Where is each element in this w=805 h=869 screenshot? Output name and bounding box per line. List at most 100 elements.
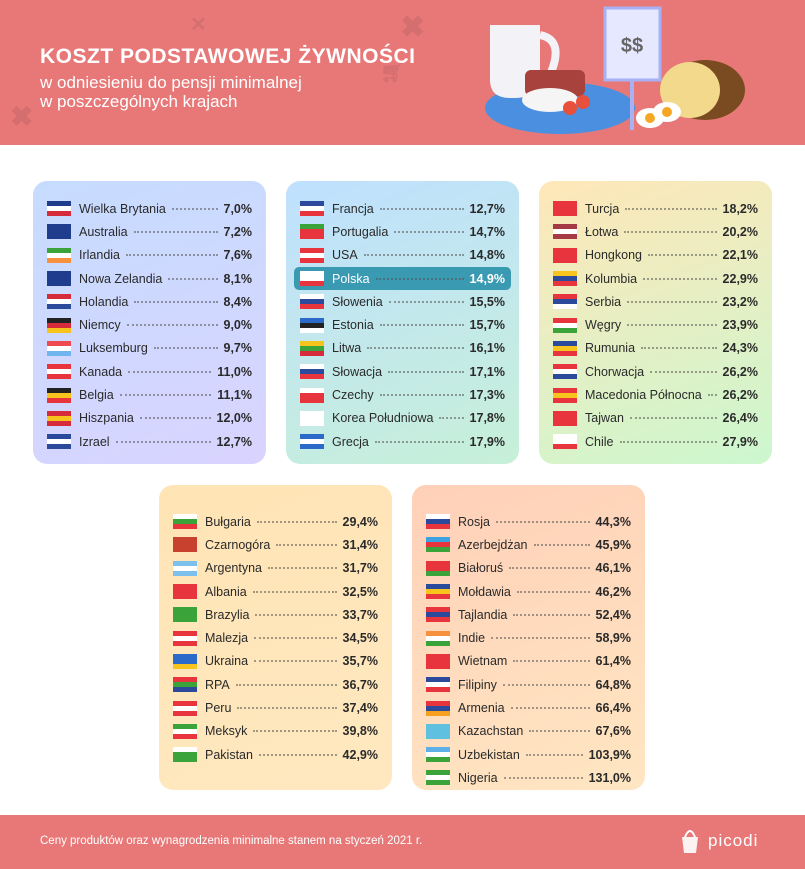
country-row: Korea Południowa 17,8%: [286, 407, 519, 430]
country-name: RPA: [205, 677, 230, 692]
country-flag-icon: [426, 607, 450, 623]
cost-percentage: 14,8%: [469, 248, 505, 263]
country-flag-icon: [553, 317, 577, 333]
country-row: Chile 27,9%: [539, 430, 772, 453]
dotted-leader: [115, 440, 211, 443]
cost-percentage: 103,9%: [588, 747, 631, 762]
svg-text:$$: $$: [621, 35, 643, 57]
dotted-leader: [235, 683, 337, 686]
cost-percentage: 66,4%: [595, 701, 631, 716]
country-row: Nigeria 131,0%: [412, 766, 645, 789]
dotted-leader: [171, 207, 218, 210]
dotted-leader: [139, 417, 211, 420]
dotted-leader: [126, 254, 218, 257]
country-name: Luksemburg: [79, 341, 148, 356]
country-group-card-3: Turcja 18,2% Łotwa 20,2% Hongkong 22,1% Kolumb…: [539, 181, 772, 464]
cost-percentage: 39,8%: [342, 724, 378, 739]
country-name: Pakistan: [205, 747, 253, 762]
country-flag-icon: [173, 723, 197, 739]
shopping-bag-icon: [682, 830, 698, 853]
country-row: Węgry 23,9%: [539, 313, 772, 336]
cost-percentage: 46,1%: [595, 561, 631, 576]
dotted-leader: [619, 440, 717, 443]
cost-percentage: 31,7%: [342, 561, 378, 576]
country-name: Armenia: [458, 701, 505, 716]
country-row: Mołdawia 46,2%: [412, 580, 645, 603]
country-name: Peru: [205, 701, 232, 716]
country-flag-icon: [173, 607, 197, 623]
country-flag-icon: [47, 294, 71, 310]
country-name: Tajlandia: [458, 607, 508, 622]
country-name: Azerbejdżan: [458, 537, 528, 552]
dotted-leader: [643, 277, 717, 280]
dotted-leader: [253, 730, 337, 733]
country-row: Litwa 16,1%: [286, 337, 519, 360]
cost-percentage: 14,9%: [469, 271, 505, 286]
country-flag-icon: [300, 340, 324, 356]
dotted-leader: [267, 567, 337, 570]
dotted-leader: [256, 520, 337, 523]
country-flag-icon: [47, 434, 71, 450]
dotted-leader: [379, 394, 464, 397]
country-row: Holandia 8,4%: [33, 290, 266, 313]
cost-percentage: 16,1%: [469, 341, 505, 356]
country-name: Hongkong: [585, 248, 642, 263]
country-row: Hiszpania 12,0%: [33, 407, 266, 430]
country-row: Serbia 23,2%: [539, 290, 772, 313]
cost-percentage: 36,7%: [342, 677, 378, 692]
country-flag-icon: [300, 410, 324, 426]
country-name: Słowacja: [332, 364, 383, 379]
country-row: Bułgaria 29,4%: [159, 510, 392, 533]
country-row: Łotwa 20,2%: [539, 220, 772, 243]
country-flag-icon: [553, 294, 577, 310]
country-name: Węgry: [585, 318, 622, 333]
country-flag-icon: [47, 387, 71, 403]
country-name: Wietnam: [458, 654, 508, 669]
country-flag-icon: [553, 410, 577, 426]
cost-percentage: 20,2%: [722, 224, 758, 239]
country-name: Wielka Brytania: [79, 201, 166, 216]
country-name: Bułgaria: [205, 514, 251, 529]
country-row: Luksemburg 9,7%: [33, 337, 266, 360]
country-row: Australia 7,2%: [33, 220, 266, 243]
cost-percentage: 17,9%: [469, 434, 505, 449]
country-row: Niemcy 9,0%: [33, 313, 266, 336]
dotted-leader: [629, 417, 717, 420]
cost-percentage: 22,1%: [722, 248, 758, 263]
country-flag-icon: [553, 271, 577, 287]
country-flag-icon: [47, 340, 71, 356]
country-flag-icon: [47, 317, 71, 333]
country-flag-icon: [426, 653, 450, 669]
cost-percentage: 58,9%: [595, 631, 631, 646]
country-name: USA: [332, 248, 358, 263]
cost-percentage: 32,5%: [342, 584, 378, 599]
dotted-leader: [134, 300, 218, 303]
country-row: Izrael 12,7%: [33, 430, 266, 453]
country-name: Chile: [585, 434, 614, 449]
country-name: Ukraina: [205, 654, 249, 669]
dotted-leader: [627, 300, 717, 303]
country-group-card-4: Bułgaria 29,4% Czarnogóra 31,4% Argentyna 31,…: [159, 485, 392, 790]
cost-percentage: 12,7%: [469, 201, 505, 216]
country-name: Korea Południowa: [332, 411, 434, 426]
country-flag-icon: [553, 434, 577, 450]
dotted-leader: [237, 707, 337, 710]
dotted-leader: [394, 230, 464, 233]
cost-percentage: 7,6%: [223, 248, 253, 263]
dotted-leader: [153, 347, 218, 350]
country-flag-icon: [300, 364, 324, 380]
country-name: Uzbekistan: [458, 747, 520, 762]
cost-percentage: 15,7%: [469, 318, 505, 333]
cost-percentage: 18,2%: [722, 201, 758, 216]
dotted-leader: [128, 370, 212, 373]
dotted-leader: [513, 613, 590, 616]
country-flag-icon: [47, 247, 71, 263]
country-row: Azerbejdżan 45,9%: [412, 533, 645, 556]
country-name: Estonia: [332, 318, 374, 333]
dotted-leader: [491, 637, 590, 640]
dotted-leader: [254, 660, 337, 663]
price-sign: [603, 6, 662, 82]
country-flag-icon: [553, 387, 577, 403]
decor-cart-icon: 🛒︎: [380, 62, 406, 84]
country-name: Grecja: [332, 434, 369, 449]
